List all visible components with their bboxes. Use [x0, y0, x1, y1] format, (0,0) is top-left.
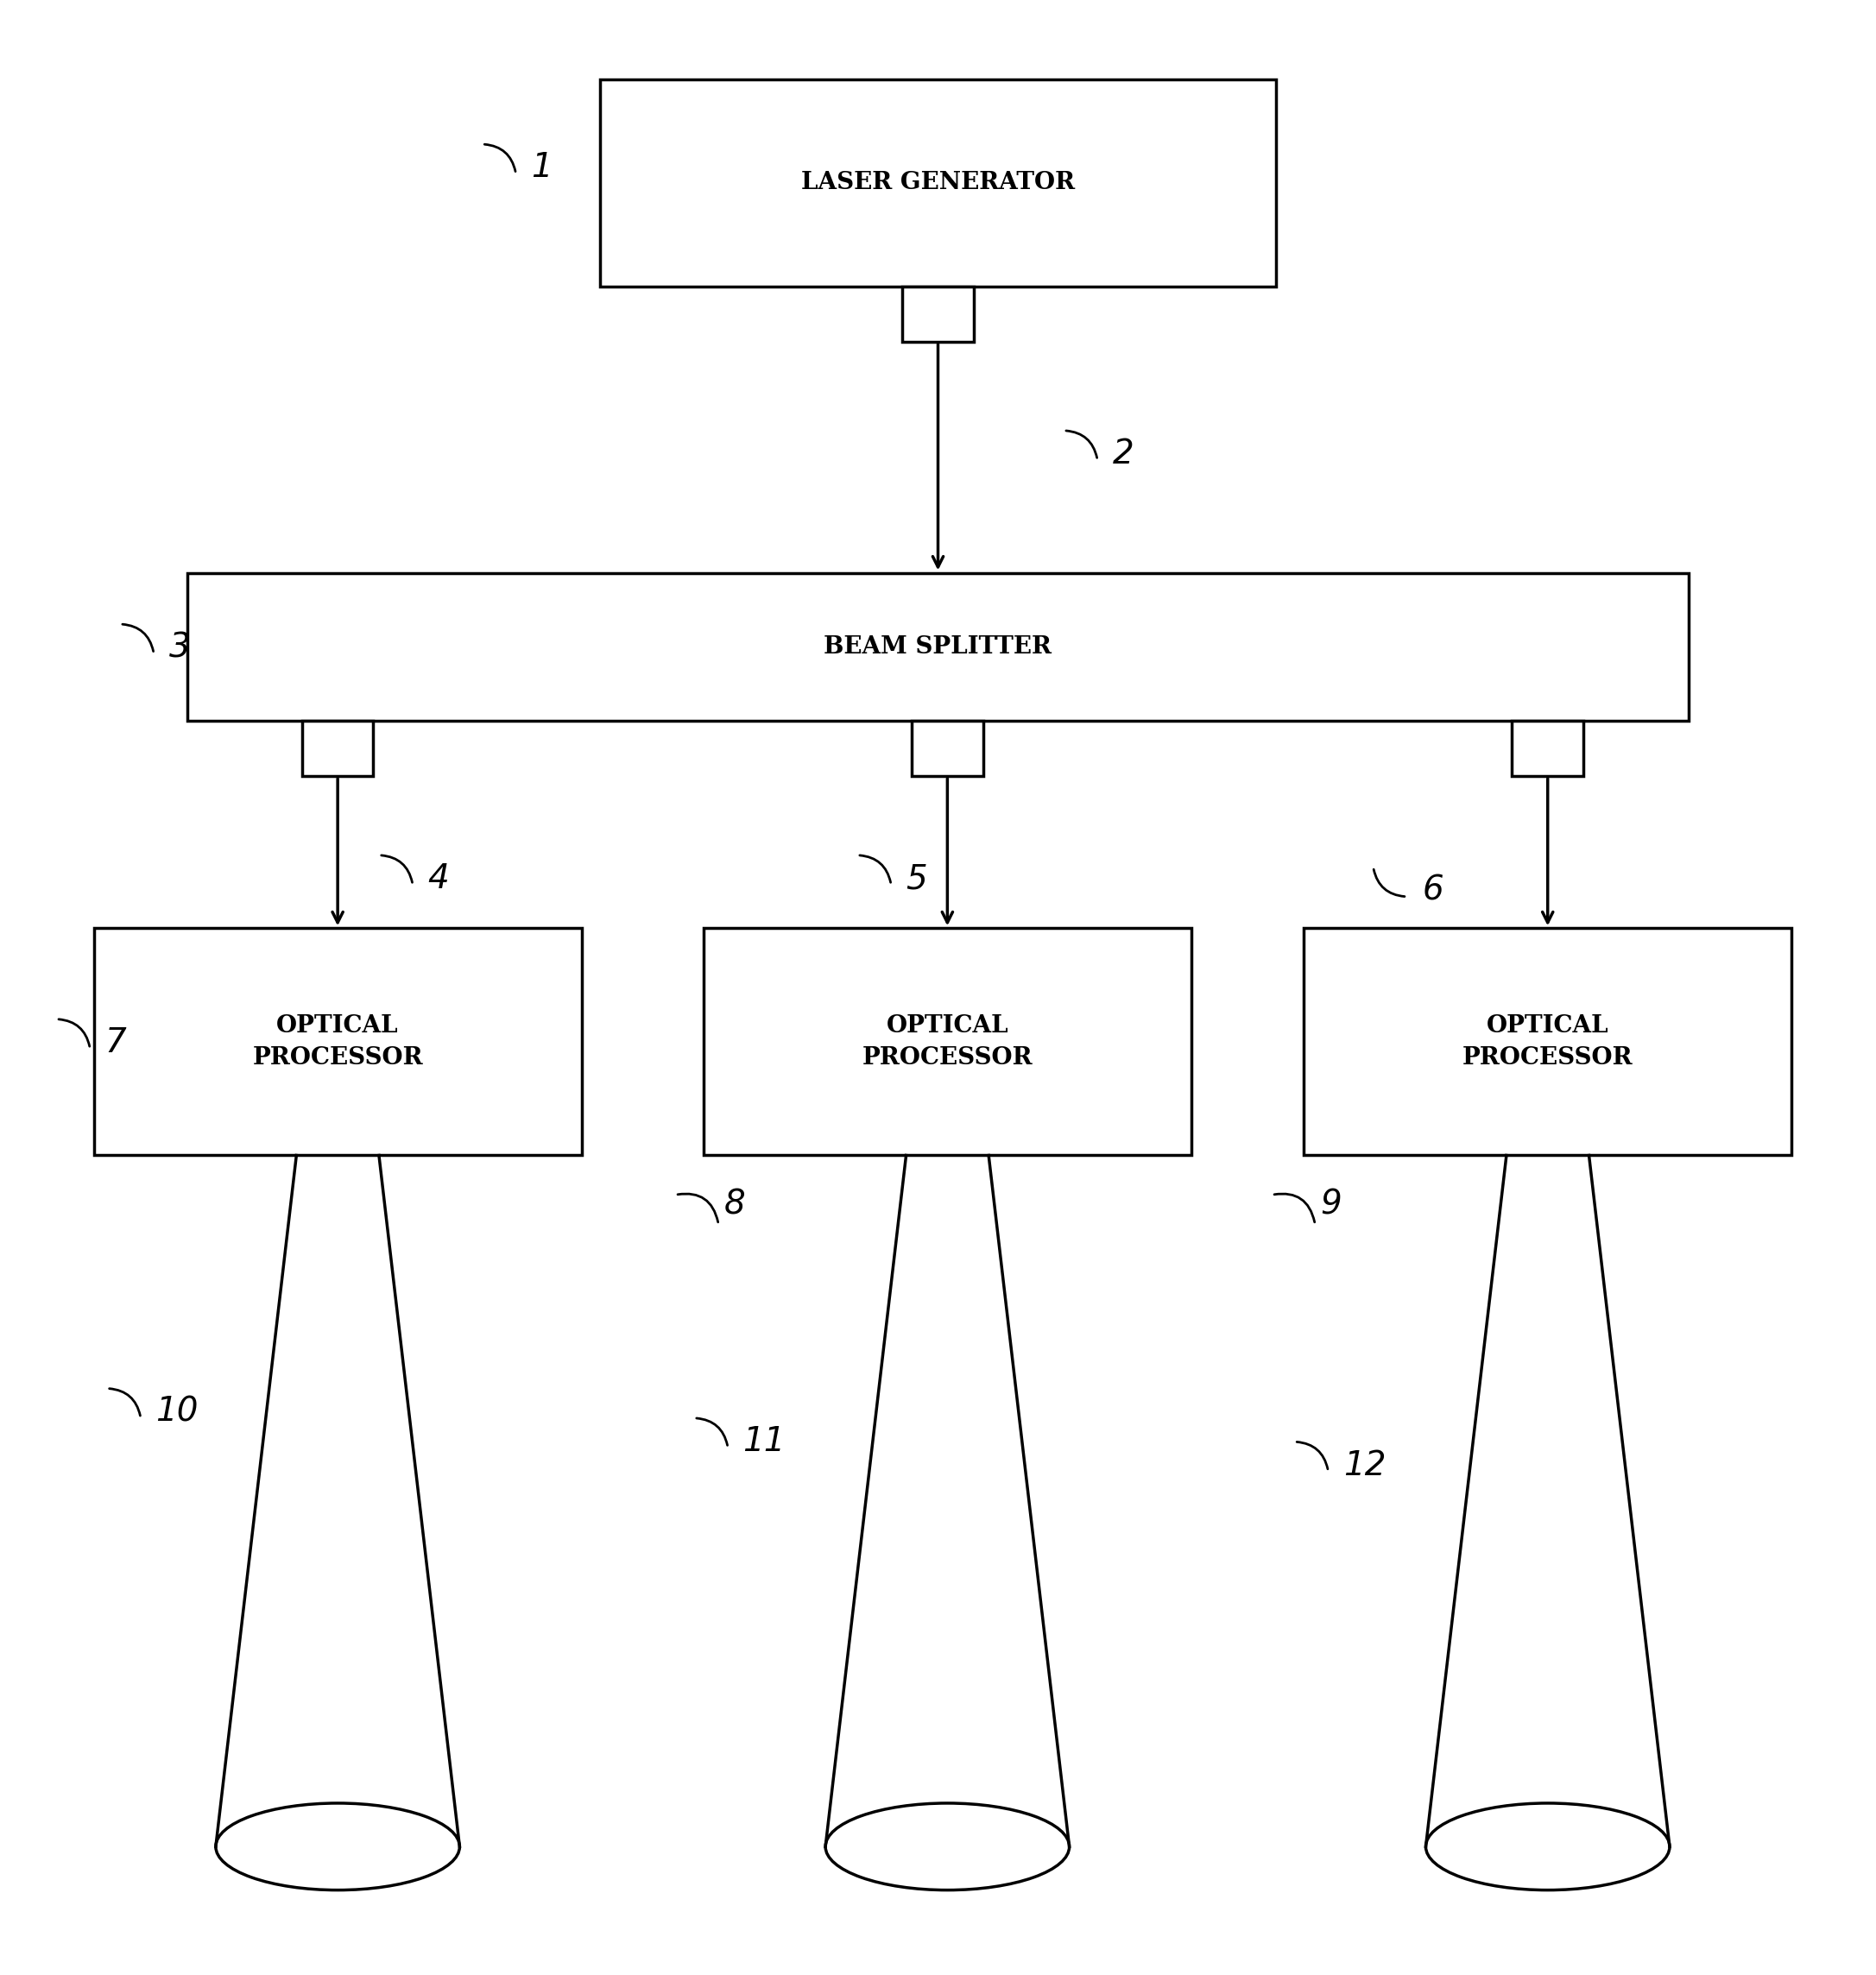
Bar: [600, 79, 1276, 286]
Text: 3: 3: [169, 632, 189, 664]
Ellipse shape: [216, 1803, 460, 1890]
Text: OPTICAL
PROCESSOR: OPTICAL PROCESSOR: [1463, 1013, 1632, 1070]
Bar: [94, 928, 582, 1155]
Text: 10: 10: [156, 1396, 199, 1428]
Text: LASER GENERATOR: LASER GENERATOR: [801, 172, 1075, 194]
Text: 1: 1: [531, 152, 552, 184]
Text: 5: 5: [906, 863, 927, 895]
Bar: [902, 286, 974, 342]
Bar: [1512, 721, 1583, 776]
Bar: [912, 721, 983, 776]
Text: OPTICAL
PROCESSOR: OPTICAL PROCESSOR: [253, 1013, 422, 1070]
Text: OPTICAL
PROCESSOR: OPTICAL PROCESSOR: [863, 1013, 1032, 1070]
Text: 6: 6: [1422, 875, 1443, 907]
Bar: [188, 573, 1688, 721]
Bar: [302, 721, 373, 776]
Text: BEAM SPLITTER: BEAM SPLITTER: [824, 636, 1052, 658]
Ellipse shape: [1426, 1803, 1670, 1890]
Text: 11: 11: [743, 1426, 786, 1458]
Bar: [704, 928, 1191, 1155]
Text: 4: 4: [428, 863, 448, 895]
Bar: [1304, 928, 1792, 1155]
Text: 12: 12: [1343, 1450, 1386, 1481]
Text: 8: 8: [724, 1189, 745, 1221]
Text: 2: 2: [1112, 438, 1133, 470]
Text: 7: 7: [105, 1027, 126, 1059]
Text: 9: 9: [1321, 1189, 1341, 1221]
Ellipse shape: [825, 1803, 1069, 1890]
